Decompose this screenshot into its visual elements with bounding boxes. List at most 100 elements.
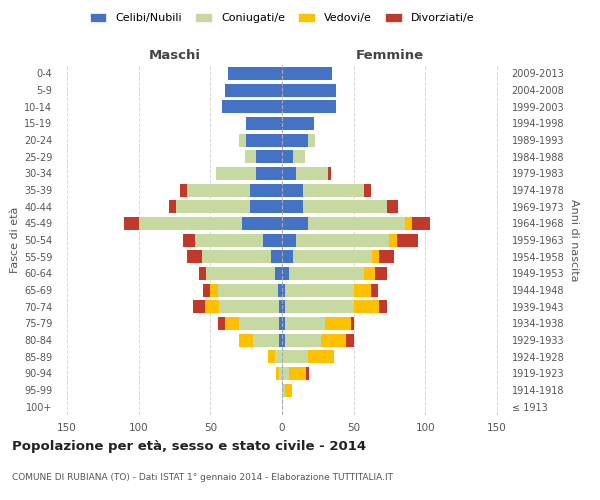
Bar [124, 217, 139, 230]
Bar [275, 267, 282, 280]
Bar [325, 317, 351, 330]
Bar [282, 150, 293, 163]
Bar [278, 284, 282, 296]
Bar [246, 134, 282, 146]
Bar [282, 117, 314, 130]
Bar [219, 300, 279, 313]
Bar [225, 84, 282, 96]
Bar [276, 367, 279, 380]
Bar [250, 200, 282, 213]
Bar [199, 267, 206, 280]
Bar [293, 150, 305, 163]
Bar [239, 134, 246, 146]
Text: Popolazione per età, sesso e stato civile - 2014: Popolazione per età, sesso e stato civil… [12, 440, 366, 453]
Bar [279, 367, 282, 380]
Bar [227, 67, 282, 80]
Bar [268, 350, 275, 363]
Bar [296, 234, 389, 246]
Bar [285, 384, 292, 396]
Bar [308, 217, 405, 230]
Bar [375, 267, 386, 280]
Bar [242, 217, 282, 230]
Bar [282, 234, 296, 246]
Bar [205, 300, 219, 313]
Bar [285, 317, 325, 330]
Bar [253, 334, 279, 346]
Bar [351, 317, 353, 330]
Bar [206, 267, 275, 280]
Bar [218, 317, 225, 330]
Bar [183, 234, 194, 246]
Bar [279, 334, 282, 346]
Bar [353, 300, 379, 313]
Bar [296, 167, 328, 180]
Bar [203, 284, 211, 296]
Bar [279, 300, 282, 313]
Bar [139, 217, 242, 230]
Bar [222, 100, 282, 113]
Bar [304, 184, 364, 196]
Bar [412, 217, 430, 230]
Bar [282, 134, 308, 146]
Bar [193, 300, 205, 313]
Bar [320, 334, 346, 346]
Y-axis label: Anni di nascita: Anni di nascita [569, 198, 578, 281]
Bar [282, 300, 285, 313]
Bar [239, 334, 253, 346]
Legend: Celibi/Nubili, Coniugati/e, Vedovi/e, Divorziati/e: Celibi/Nubili, Coniugati/e, Vedovi/e, Di… [85, 8, 479, 28]
Bar [379, 250, 394, 263]
Bar [386, 200, 398, 213]
Bar [289, 367, 307, 380]
Bar [328, 167, 331, 180]
Text: Femmine: Femmine [355, 48, 424, 62]
Bar [225, 317, 239, 330]
Bar [289, 267, 364, 280]
Bar [346, 334, 353, 346]
Bar [371, 284, 378, 296]
Bar [364, 184, 371, 196]
Bar [282, 100, 337, 113]
Bar [187, 250, 202, 263]
Bar [282, 217, 308, 230]
Bar [250, 184, 282, 196]
Bar [216, 167, 256, 180]
Bar [279, 317, 282, 330]
Bar [263, 234, 282, 246]
Bar [307, 367, 309, 380]
Bar [181, 184, 187, 196]
Bar [271, 250, 282, 263]
Bar [397, 234, 418, 246]
Bar [187, 184, 250, 196]
Bar [282, 250, 293, 263]
Bar [282, 84, 337, 96]
Bar [282, 317, 285, 330]
Bar [239, 317, 279, 330]
Bar [282, 350, 308, 363]
Bar [275, 350, 282, 363]
Bar [176, 200, 250, 213]
Bar [256, 150, 282, 163]
Bar [304, 200, 386, 213]
Bar [282, 67, 332, 80]
Bar [202, 250, 271, 263]
Bar [245, 150, 256, 163]
Text: Maschi: Maschi [149, 48, 200, 62]
Bar [194, 234, 263, 246]
Bar [285, 284, 353, 296]
Bar [405, 217, 412, 230]
Bar [256, 167, 282, 180]
Bar [293, 250, 372, 263]
Bar [308, 350, 334, 363]
Bar [282, 367, 289, 380]
Bar [282, 200, 304, 213]
Bar [282, 284, 285, 296]
Bar [285, 334, 320, 346]
Bar [211, 284, 218, 296]
Bar [308, 134, 315, 146]
Bar [282, 184, 304, 196]
Bar [246, 117, 282, 130]
Bar [364, 267, 375, 280]
Bar [169, 200, 176, 213]
Bar [372, 250, 379, 263]
Text: COMUNE DI RUBIANA (TO) - Dati ISTAT 1° gennaio 2014 - Elaborazione TUTTITALIA.IT: COMUNE DI RUBIANA (TO) - Dati ISTAT 1° g… [12, 473, 393, 482]
